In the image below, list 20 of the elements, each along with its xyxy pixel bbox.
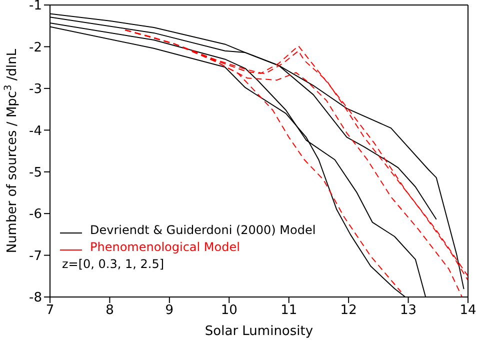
legend-label: Phenomenological Model: [90, 239, 240, 256]
x-tick-label: 7: [46, 303, 54, 318]
y-tick-label: -3: [29, 82, 42, 98]
x-tick-label: 9: [165, 303, 174, 318]
x-tick-label: 13: [400, 303, 417, 318]
y-tick-label: -7: [29, 248, 42, 264]
x-axis-title: Solar Luminosity: [204, 324, 314, 339]
y-tick-label: -5: [29, 165, 42, 180]
legend-label: Devriendt & Guiderdoni (2000) Model: [90, 222, 316, 239]
y-tick-label: -8: [29, 290, 42, 306]
y-tick-label: -2: [29, 40, 42, 56]
y-tick-label: -4: [29, 124, 42, 139]
x-tick-label: 12: [340, 303, 357, 318]
x-tick-label: 11: [280, 303, 298, 318]
x-tick-label: 14: [460, 303, 476, 318]
y-tick-label: -1: [29, 0, 42, 14]
y-tick-label: -6: [29, 207, 42, 222]
x-tick-label: 8: [106, 303, 114, 318]
annotation: z=[0, 0.3, 1, 2.5]: [62, 256, 166, 273]
x-tick-label: 10: [220, 303, 238, 318]
